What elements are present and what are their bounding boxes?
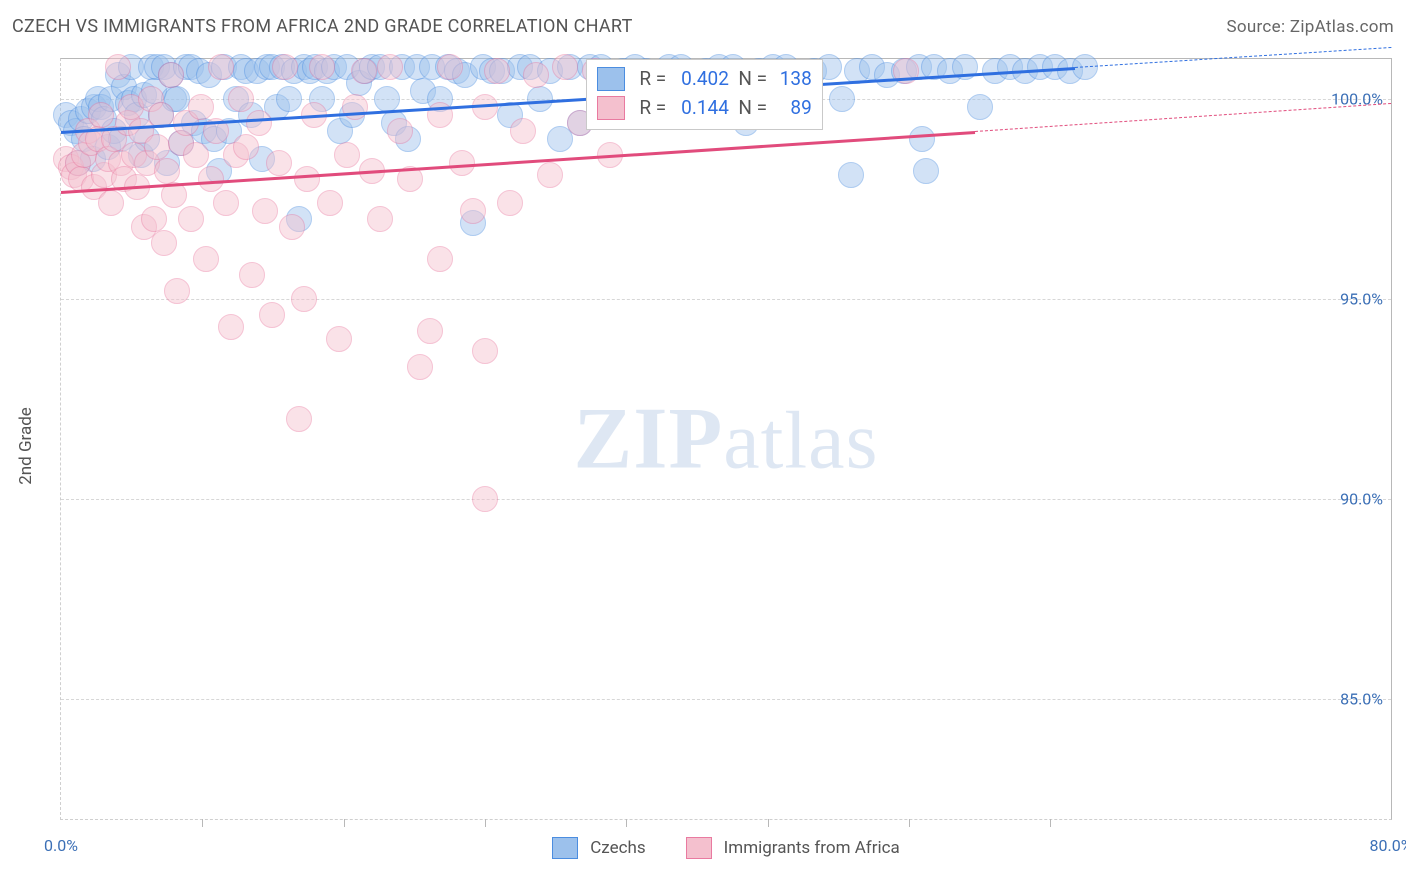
data-point — [377, 54, 403, 80]
data-point — [286, 406, 312, 432]
legend: Czechs Immigrants from Africa — [61, 837, 1391, 859]
gridline — [61, 299, 1391, 300]
data-point — [239, 262, 265, 288]
data-point — [374, 86, 400, 112]
data-point — [351, 58, 377, 84]
data-point — [460, 198, 486, 224]
data-point — [537, 162, 563, 188]
data-point — [213, 190, 239, 216]
data-point — [967, 94, 993, 120]
data-point — [387, 118, 413, 144]
data-point — [183, 142, 209, 168]
data-point — [417, 318, 443, 344]
y-tick-label: 95.0% — [1340, 290, 1383, 309]
data-point — [188, 94, 214, 120]
data-point — [164, 278, 190, 304]
gridline — [61, 499, 1391, 500]
legend-swatch — [552, 837, 578, 859]
chart-title: CZECH VS IMMIGRANTS FROM AFRICA 2ND GRAD… — [12, 16, 633, 37]
data-point — [497, 190, 523, 216]
data-point — [407, 354, 433, 380]
data-point — [829, 86, 855, 112]
stats-box: R = 0.402 N = 138R = 0.144 N = 89 — [586, 59, 822, 130]
data-point — [527, 86, 553, 112]
data-point — [552, 54, 578, 80]
data-point — [472, 486, 498, 512]
source-label: Source: ZipAtlas.com — [1226, 17, 1394, 37]
title-bar: CZECH VS IMMIGRANTS FROM AFRICA 2ND GRAD… — [12, 16, 1394, 37]
legend-label: Immigrants from Africa — [724, 838, 900, 858]
x-tick — [344, 819, 345, 827]
data-point — [266, 150, 292, 176]
data-point — [198, 166, 224, 192]
watermark-bold: ZIP — [574, 391, 724, 488]
legend-item: Czechs — [552, 837, 645, 859]
data-point — [317, 190, 343, 216]
gridline — [61, 699, 1391, 700]
data-point — [913, 158, 939, 184]
y-tick-label: 90.0% — [1340, 490, 1383, 509]
x-tick — [626, 819, 627, 827]
legend-item: Immigrants from Africa — [686, 837, 900, 859]
data-point — [472, 338, 498, 364]
data-point — [158, 62, 184, 88]
data-point — [246, 110, 272, 136]
data-point — [144, 134, 170, 160]
watermark-rest: atlas — [723, 395, 878, 486]
data-point — [427, 246, 453, 272]
data-point — [909, 126, 935, 152]
data-point — [88, 102, 114, 128]
data-point — [228, 86, 254, 112]
data-point — [208, 54, 234, 80]
legend-swatch — [686, 837, 712, 859]
data-point — [105, 54, 131, 80]
data-point — [291, 286, 317, 312]
data-point — [233, 134, 259, 160]
data-point — [279, 214, 305, 240]
legend-label: Czechs — [590, 838, 645, 858]
x-tick — [485, 819, 486, 827]
trend-line — [975, 103, 1391, 132]
data-point — [449, 150, 475, 176]
data-point — [326, 326, 352, 352]
x-tick — [768, 819, 769, 827]
legend-swatch — [597, 67, 625, 91]
y-tick-label: 85.0% — [1340, 690, 1383, 709]
data-point — [523, 62, 549, 88]
data-point — [838, 162, 864, 188]
stats-row: R = 0.144 N = 89 — [597, 93, 811, 122]
scatter-plot: ZIPatlas 85.0%90.0%95.0%100.0%0.0%80.0%R… — [60, 58, 1392, 820]
data-point — [342, 94, 368, 120]
trend-line — [1075, 47, 1391, 68]
y-axis-label: 2nd Grade — [16, 407, 36, 485]
x-tick — [909, 819, 910, 827]
watermark: ZIPatlas — [574, 389, 879, 490]
data-point — [178, 206, 204, 232]
data-point — [154, 158, 180, 184]
data-point — [259, 302, 285, 328]
x-tick — [202, 819, 203, 827]
data-point — [437, 54, 463, 80]
data-point — [151, 230, 177, 256]
x-tick — [1050, 819, 1051, 827]
data-point — [484, 58, 510, 84]
data-point — [141, 206, 167, 232]
data-point — [510, 118, 536, 144]
legend-swatch — [597, 96, 625, 120]
data-point — [98, 190, 124, 216]
data-point — [218, 314, 244, 340]
data-point — [193, 246, 219, 272]
data-point — [334, 142, 360, 168]
data-point — [367, 206, 393, 232]
data-point — [272, 54, 298, 80]
data-point — [276, 86, 302, 112]
data-point — [294, 166, 320, 192]
stats-row: R = 0.402 N = 138 — [597, 64, 811, 93]
data-point — [309, 54, 335, 80]
data-point — [252, 198, 278, 224]
